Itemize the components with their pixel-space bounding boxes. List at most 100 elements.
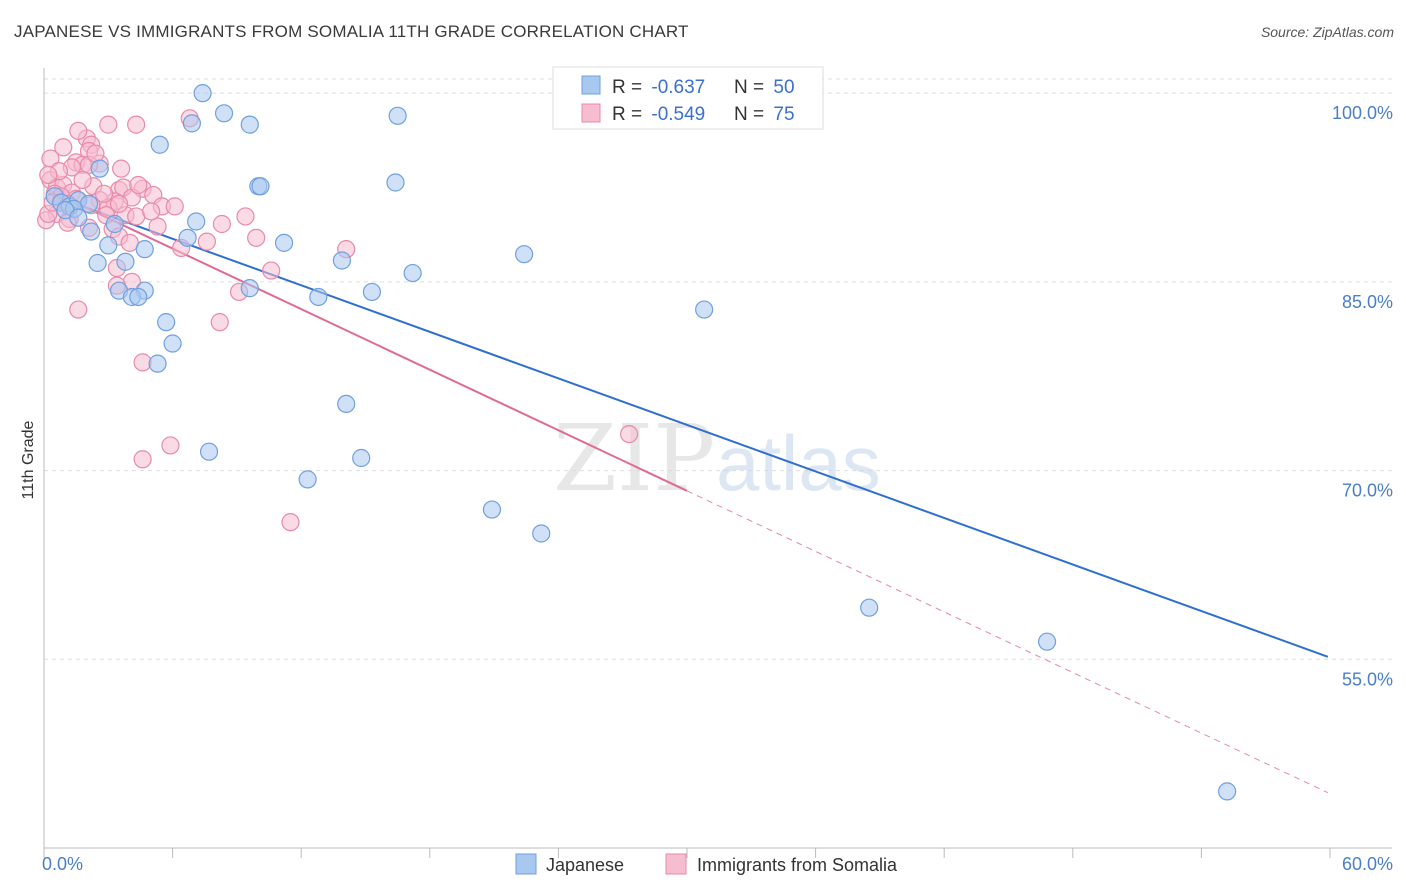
point-somalia-73 (86, 144, 105, 163)
legend-n-value-2: 75 (773, 104, 794, 125)
watermark-atlas: atlas (716, 419, 881, 507)
point-japanese-46 (482, 500, 502, 519)
point-japanese-44 (352, 448, 371, 468)
point-japanese-1 (214, 104, 234, 123)
point-japanese-49 (1037, 632, 1057, 651)
y-tick-label-0: 55.0% (1342, 669, 1393, 689)
data-points (37, 84, 1237, 801)
point-japanese-41 (148, 354, 167, 373)
watermark: ZIP atlas (553, 405, 881, 512)
point-japanese-3 (182, 114, 201, 133)
svg-text:R = -0.637: R = -0.637 (612, 77, 705, 98)
point-japanese-21 (187, 212, 206, 231)
point-somalia-67 (73, 170, 92, 190)
legend-n-label-2: N = (734, 104, 769, 125)
point-japanese-29 (88, 253, 107, 273)
point-somalia-70 (109, 194, 129, 213)
point-japanese-50 (1218, 782, 1237, 801)
svg-text:R = -0.549: R = -0.549 (612, 104, 705, 125)
point-japanese-42 (337, 394, 356, 414)
point-japanese-30 (403, 263, 422, 283)
legend-swatch-japanese (581, 75, 601, 95)
chart-title: JAPANESE VS IMMIGRANTS FROM SOMALIA 11TH… (14, 22, 689, 41)
point-japanese-43 (199, 442, 219, 461)
point-somalia-46 (247, 228, 266, 247)
x-tick-labels: 0.0% 60.0% (42, 854, 1393, 874)
point-japanese-0 (193, 84, 212, 103)
grid-lines (44, 78, 1392, 660)
point-japanese-39 (157, 313, 176, 332)
bottom-legend-somalia: Immigrants from Somalia (697, 855, 898, 875)
bottom-legend-swatch-somalia (665, 853, 687, 875)
point-japanese-34 (362, 282, 382, 302)
point-somalia-2 (127, 115, 146, 134)
point-somalia-5 (54, 138, 73, 157)
point-somalia-42 (148, 217, 167, 236)
point-somalia-56 (210, 313, 229, 332)
point-somalia-51 (262, 261, 281, 280)
point-somalia-43 (212, 214, 231, 234)
point-japanese-9 (251, 177, 270, 196)
trend-lines (47, 189, 1329, 794)
point-somalia-59 (161, 436, 180, 455)
point-somalia-55 (69, 300, 88, 319)
point-japanese-10 (386, 173, 405, 192)
point-somalia-45 (197, 232, 216, 251)
point-somalia-74 (69, 121, 88, 141)
point-somalia-64 (165, 197, 184, 216)
point-japanese-4 (240, 115, 259, 134)
legend-r-value-2: -0.549 (651, 104, 705, 125)
point-japanese-25 (274, 233, 294, 252)
y-tick-labels: 55.0% 70.0% 85.0% 100.0% (1332, 103, 1393, 689)
legend-n-label-1: N = (734, 77, 769, 98)
point-japanese-20 (105, 214, 124, 234)
point-japanese-18 (69, 208, 88, 227)
y-tick-label-2: 85.0% (1342, 292, 1393, 312)
bottom-legend-japanese: Japanese (546, 855, 624, 875)
point-somalia-11 (112, 159, 131, 178)
point-japanese-35 (309, 287, 328, 307)
point-somalia-60 (133, 450, 152, 469)
legend-swatch-somalia (581, 103, 601, 123)
trend-line-japanese (47, 192, 1329, 658)
x-tick-label-0: 0.0% (42, 854, 83, 874)
y-axis-label: 11th Grade (20, 420, 37, 499)
point-somalia-68 (129, 175, 148, 195)
svg-text:N = 75: N = 75 (734, 104, 795, 125)
point-japanese-19 (82, 222, 101, 241)
point-japanese-27 (332, 251, 352, 270)
point-somalia-72 (39, 165, 58, 185)
legend-r-label-2: R = (612, 104, 647, 125)
stats-legend: R = -0.637 N = 50 R = -0.549 N = 75 (552, 66, 824, 130)
point-japanese-28 (116, 252, 135, 271)
point-japanese-48 (860, 598, 879, 617)
trend-line-somalia (47, 189, 688, 492)
point-somalia-38 (236, 207, 255, 226)
point-somalia-61 (281, 513, 300, 532)
axes (43, 68, 1392, 858)
point-japanese-24 (135, 240, 154, 259)
svg-text:N = 50: N = 50 (734, 77, 795, 98)
point-japanese-45 (298, 470, 317, 489)
source-label: Source: ZipAtlas.com (1260, 24, 1394, 40)
point-japanese-6 (150, 135, 169, 154)
legend-r-label-1: R = (612, 77, 647, 98)
point-japanese-26 (515, 245, 534, 264)
point-japanese-22 (178, 228, 197, 247)
series-legend: Japanese Immigrants from Somalia (515, 853, 898, 875)
point-japanese-7 (90, 159, 109, 178)
x-tick-label-1: 60.0% (1342, 854, 1393, 874)
point-japanese-31 (240, 279, 259, 298)
bottom-legend-swatch-japanese (515, 853, 537, 875)
point-japanese-40 (163, 334, 182, 353)
legend-r-value-1: -0.637 (651, 77, 705, 98)
point-somalia-1 (99, 115, 118, 134)
watermark-zip: ZIP (553, 405, 715, 512)
point-somalia-71 (142, 202, 161, 221)
point-japanese-2 (388, 106, 407, 125)
point-somalia-66 (94, 184, 114, 203)
point-japanese-23 (99, 236, 118, 255)
legend-n-value-1: 50 (773, 77, 794, 98)
trend-line-somalia-extension (686, 490, 1329, 794)
